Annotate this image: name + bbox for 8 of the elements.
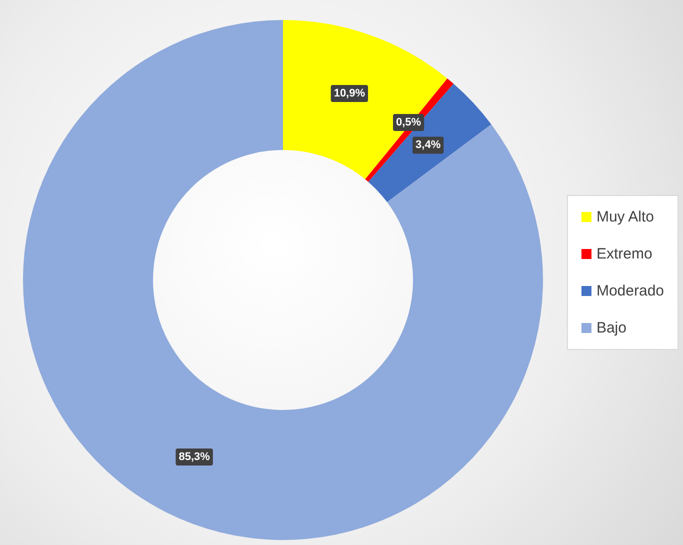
legend-label: Moderado: [596, 282, 664, 300]
data-label: 3,4%: [416, 139, 441, 152]
legend-label: Muy Alto: [596, 208, 654, 226]
data-label: 10,9%: [334, 87, 366, 100]
legend-label: Extremo: [596, 246, 652, 262]
data-label: 85,3%: [178, 451, 210, 464]
legend-label: Bajo: [596, 320, 626, 336]
data-label: 0,5%: [396, 116, 422, 129]
